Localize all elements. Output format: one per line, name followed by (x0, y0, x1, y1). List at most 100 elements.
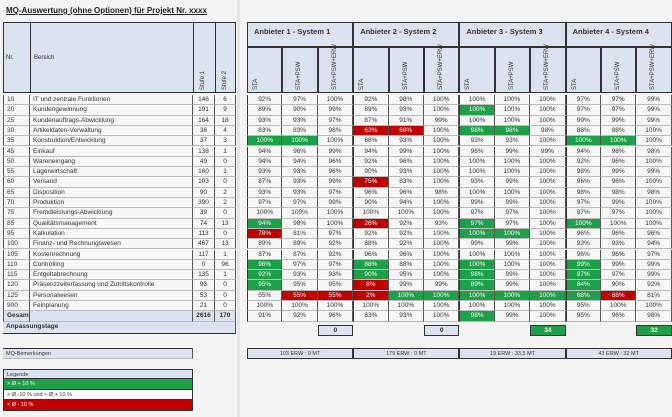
score-cell: 93% (388, 167, 424, 178)
score-cell: 99% (530, 146, 566, 157)
table-row-s2: 0 (215, 301, 236, 312)
score-cell: 100% (530, 198, 566, 209)
score-cell: 83% (247, 125, 283, 137)
score-cell: 100% (530, 249, 566, 260)
score-cell: 92% (636, 280, 672, 291)
score-cell: 87% (282, 249, 318, 260)
table-row-bereich: Einkauf (30, 146, 193, 157)
score-cell: 97% (565, 95, 601, 106)
score-cell: 100% (636, 208, 672, 219)
subcolumn-label: STA (571, 78, 578, 90)
table-row-nr: 35 (3, 136, 30, 147)
score-cell: 93% (282, 167, 318, 178)
table-row-nr: 45 (3, 146, 30, 157)
score-cell: 98% (601, 187, 637, 198)
score-cell: 100% (388, 290, 424, 301)
score-cell: 93% (282, 270, 318, 281)
score-cell: 92% (247, 270, 283, 281)
remarks-summary: 103 ERW : 0 MT (247, 348, 354, 359)
score-cell: 100% (353, 301, 389, 312)
score-cell: 100% (247, 208, 283, 219)
table-row-s1: 164 (193, 115, 215, 126)
score-cell: 100% (530, 177, 566, 188)
score-cell: 100% (282, 136, 318, 147)
score-cell: 97% (565, 208, 601, 219)
score-cell: 99% (317, 198, 354, 209)
score-cell: 97% (317, 187, 354, 198)
score-cell: 99% (494, 177, 531, 188)
table-row-nr: 100 (3, 239, 30, 250)
score-cell: 88% (388, 259, 424, 271)
table-row-s2: 0 (215, 177, 236, 188)
table-row-s2: 13 (215, 239, 236, 250)
score-cell: 98% (565, 167, 601, 178)
table-row-nr: 70 (3, 198, 30, 209)
subcolumn-label: STA+PSW (402, 61, 409, 90)
score-cell: 98% (388, 95, 424, 106)
score-cell: 98% (459, 311, 495, 322)
score-cell: 100% (530, 208, 566, 219)
subcolumn-header (317, 47, 354, 93)
subcolumn-label: STA+PSW+ERW (650, 44, 657, 90)
score-cell: 98% (459, 270, 495, 281)
score-cell: 100% (530, 239, 566, 250)
table-row-nr: 105 (3, 249, 30, 260)
score-cell: 100% (424, 270, 460, 281)
score-cell: 99% (565, 259, 601, 271)
table-row-s1: 21 (193, 301, 215, 312)
score-cell: 93% (247, 187, 283, 198)
table-row-bereich: Lagerwirtschaft (30, 167, 193, 178)
table-row-bereich: Kundengewinnung (30, 105, 193, 116)
score-cell: 100% (424, 198, 460, 209)
score-cell: 87% (247, 177, 283, 188)
subcolumn-label: STA+PSW+ERW (544, 44, 551, 90)
score-cell: 100% (494, 156, 531, 168)
table-row-bereich: Artikeldaten-Verwaltung (30, 125, 193, 137)
score-cell: 96% (601, 156, 637, 168)
vendor-header: Anbieter 4 - System 4 (565, 22, 672, 47)
score-cell: 99% (601, 198, 637, 209)
table-row-bereich: Kostenrechnung (30, 249, 193, 260)
score-cell: 100% (530, 105, 566, 116)
remarks-summary: 179 ERW : 0 MT (353, 348, 460, 359)
table-row-nr: 85 (3, 218, 30, 229)
table-row-bereich: IT und zentrale Funktionen (30, 95, 193, 106)
subcolumn-header (636, 47, 672, 93)
subcolumn-label: STA+PSW (508, 61, 515, 90)
score-cell: 68% (565, 290, 601, 301)
score-cell: 97% (247, 198, 283, 209)
score-cell: 92% (388, 218, 424, 229)
left-header (3, 22, 236, 93)
score-cell: 90% (353, 167, 389, 178)
score-cell: 100% (636, 125, 672, 137)
score-cell: 100% (317, 218, 354, 229)
score-cell: 99% (601, 259, 637, 271)
score-cell: 96% (459, 146, 495, 157)
table-row-nr: 110 (3, 259, 30, 271)
score-cell: 98% (530, 125, 566, 137)
score-cell: 68% (601, 290, 637, 301)
subcolumn-header (601, 47, 637, 93)
score-cell: 96% (282, 146, 318, 157)
score-cell: 100% (530, 115, 566, 126)
column-divider (237, 0, 240, 417)
score-cell: 96% (317, 156, 354, 168)
score-cell: 100% (424, 136, 460, 147)
score-cell: 100% (601, 136, 637, 147)
score-cell: 100% (317, 95, 354, 106)
score-cell: 55% (282, 290, 318, 301)
score-cell: 100% (530, 95, 566, 106)
table-row-s1: 103 (193, 177, 215, 188)
score-cell: 2% (353, 290, 389, 301)
score-cell: 93% (282, 115, 318, 126)
score-cell: 92% (317, 239, 354, 250)
score-cell: 100% (459, 156, 495, 168)
score-cell: 88% (601, 125, 637, 137)
table-row-s1: 93 (193, 280, 215, 291)
table-row-nr: 55 (3, 167, 30, 178)
score-cell: 98% (601, 146, 637, 157)
score-cell: 99% (494, 239, 531, 250)
score-cell: 90% (601, 280, 637, 291)
score-cell: 100% (424, 177, 460, 188)
score-cell: 100% (459, 105, 495, 116)
